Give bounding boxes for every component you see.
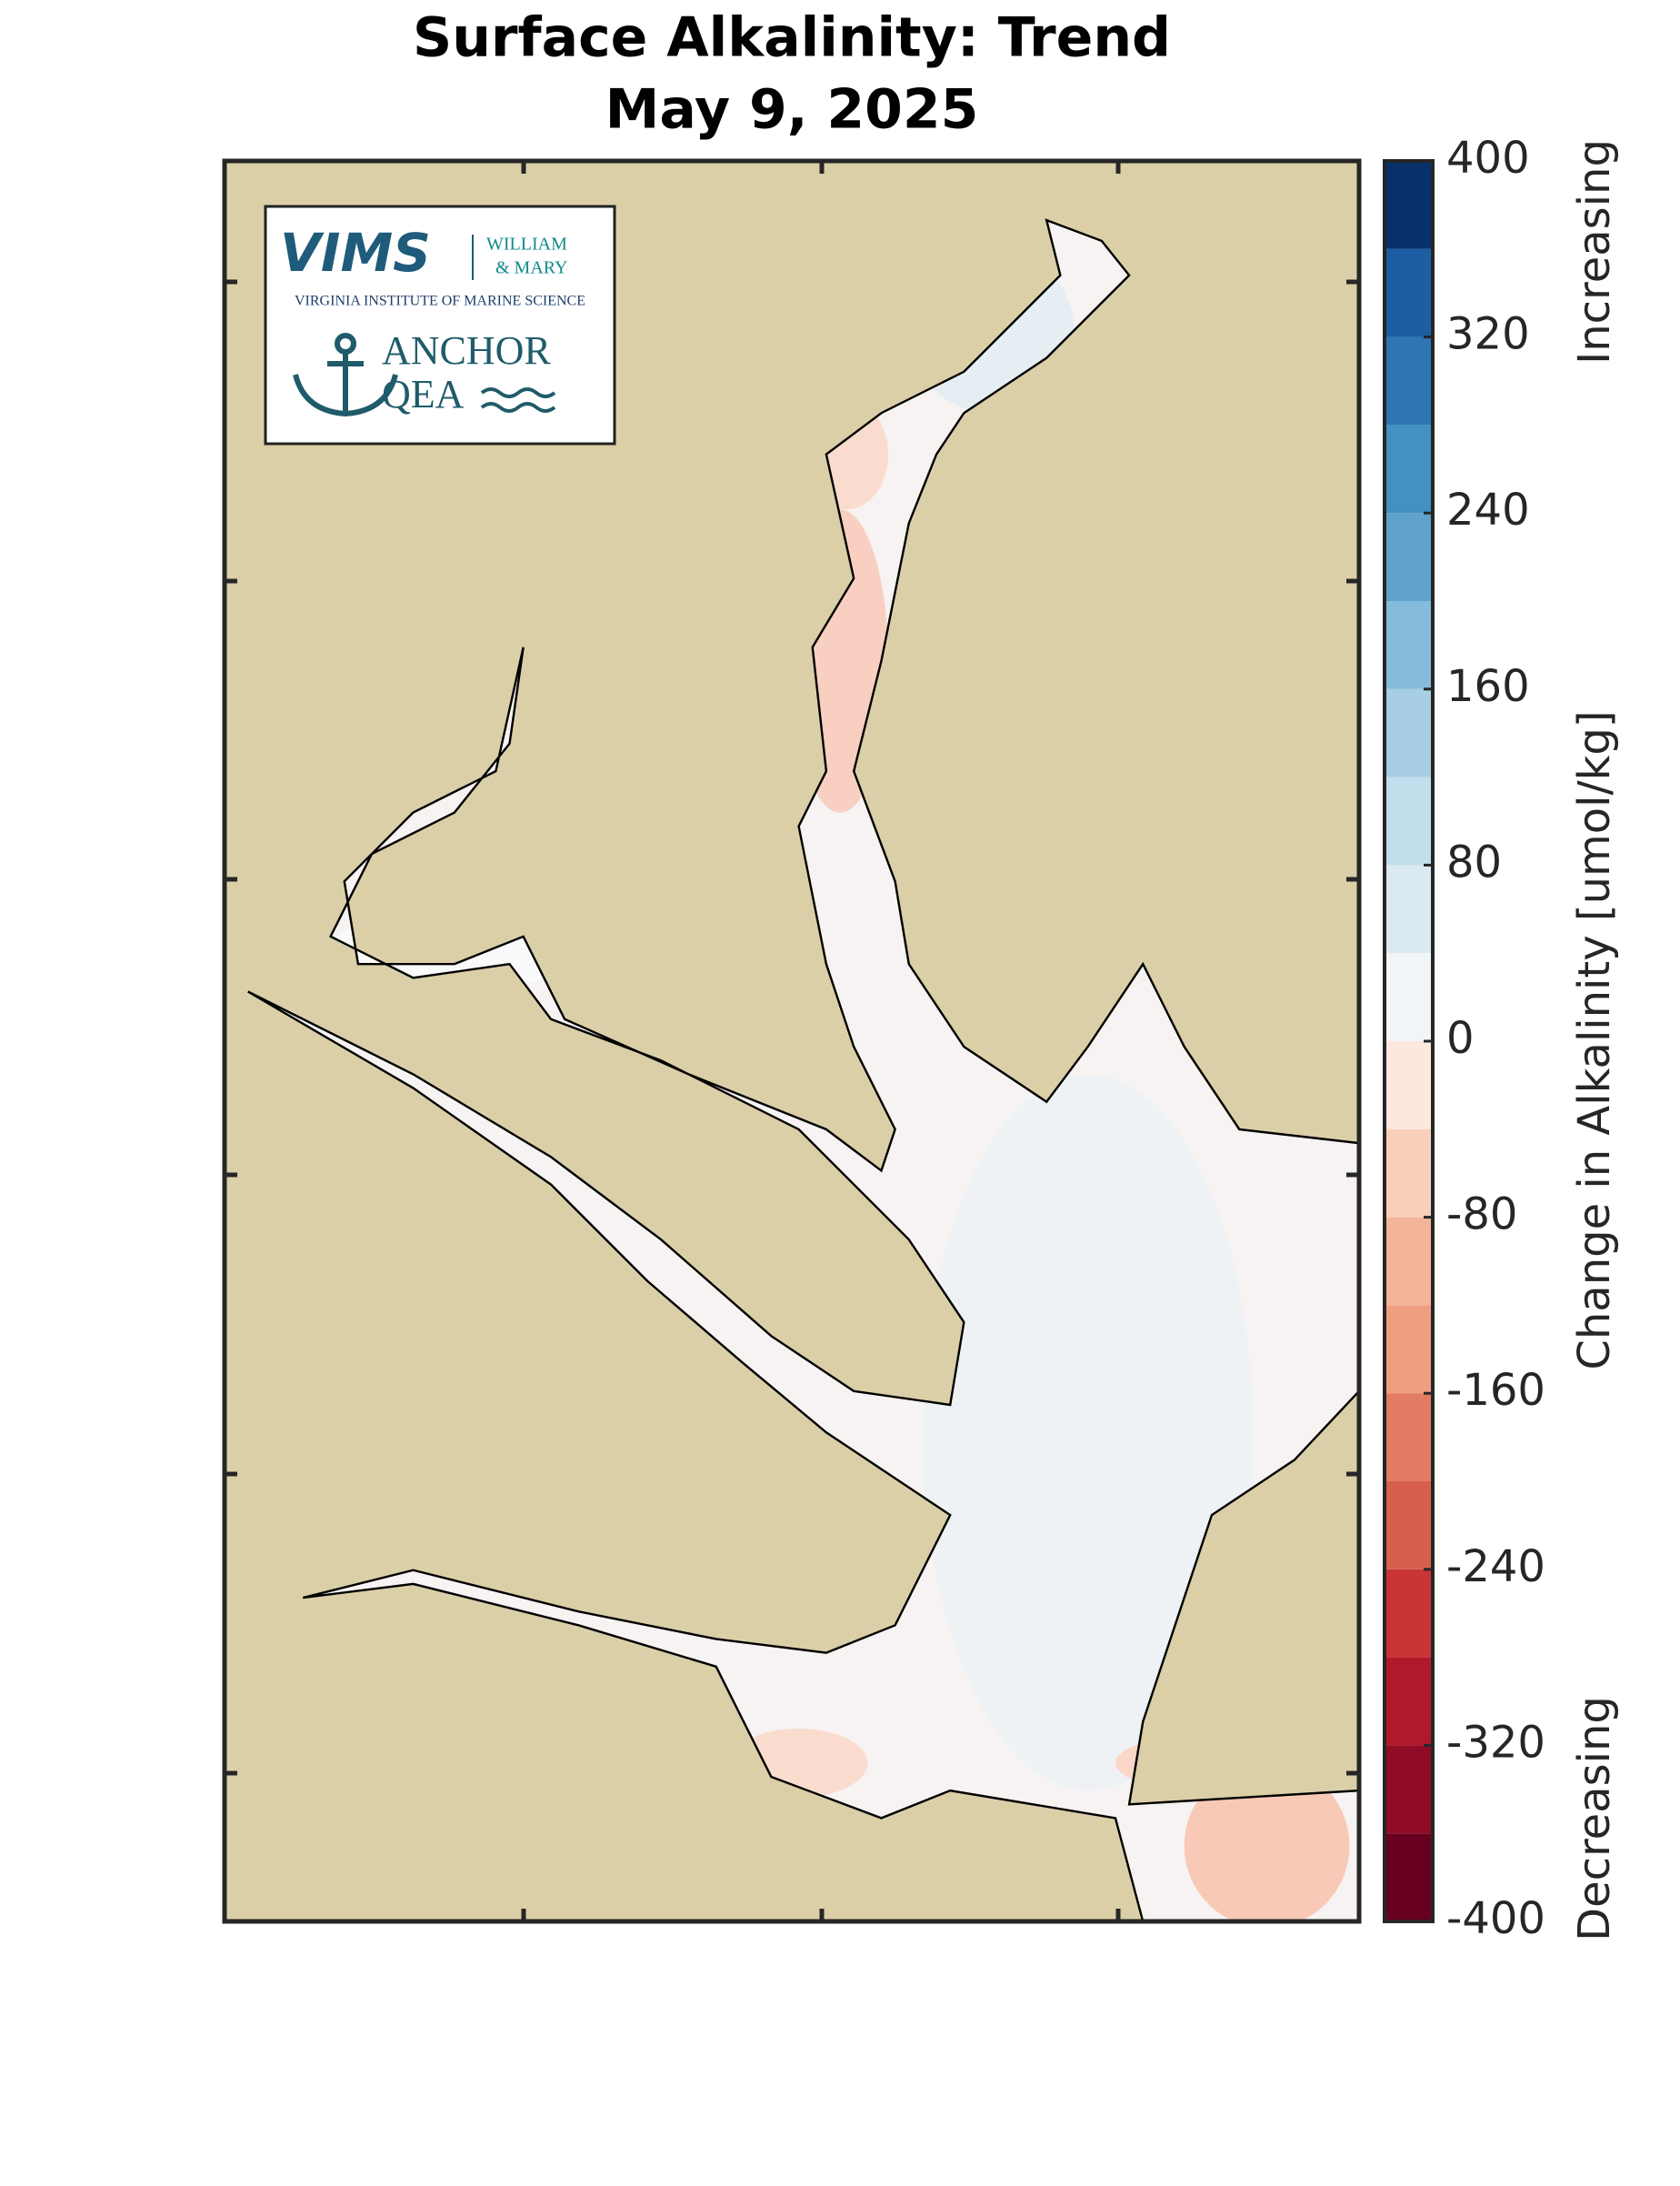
- colorbar: -400 -320 -240 -160 -80 0 80 160 240 320 400: [1385, 133, 1545, 1944]
- colorbar-tick-label: 80: [1446, 837, 1502, 887]
- colorbar-bin: [1385, 777, 1433, 866]
- colorbar-bin: [1385, 1569, 1433, 1658]
- colorbar-tick-label: -240: [1446, 1541, 1545, 1592]
- colorbar-bin: [1385, 161, 1433, 249]
- colorbar-bin: [1385, 1745, 1433, 1834]
- colorbar-tick-label: -400: [1446, 1893, 1545, 1944]
- colorbar-upper-label: Increasing: [1569, 139, 1620, 365]
- colorbar-tick-label: -320: [1446, 1717, 1545, 1768]
- logo-institute: VIRGINIA INSTITUTE OF MARINE SCIENCE: [295, 294, 585, 309]
- logo-anchor: ANCHOR: [382, 328, 551, 373]
- subtitle: May 9, 2025: [605, 78, 979, 142]
- map-frame: [222, 158, 1362, 1924]
- colorbar-bin: [1385, 1481, 1433, 1569]
- colorbar-bin: [1385, 1657, 1433, 1746]
- colorbar-bin: [1385, 1833, 1433, 1921]
- logo-anchor: QEA: [382, 372, 465, 416]
- colorbar-lower-label: Decreasing: [1569, 1696, 1620, 1941]
- colorbar-bin: [1385, 601, 1433, 689]
- logo-partner: & MARY: [495, 258, 567, 278]
- colorbar-bin: [1385, 1041, 1433, 1129]
- colorbar-tick-label: 0: [1446, 1013, 1475, 1064]
- colorbar-bin: [1385, 513, 1433, 601]
- title: Surface Alkalinity: Trend: [413, 6, 1171, 70]
- colorbar-tick-label: -80: [1446, 1189, 1517, 1240]
- colorbar-bin: [1385, 1305, 1433, 1394]
- colorbar-bin: [1385, 336, 1433, 426]
- colorbar-frame: [1383, 159, 1435, 1923]
- anchor-icon: [293, 333, 398, 417]
- colorbar-bin: [1385, 1217, 1433, 1306]
- colorbar-bin: [1385, 1128, 1433, 1218]
- logo-vims: VIMS: [280, 222, 431, 284]
- colorbar-tick-label: 240: [1446, 485, 1530, 536]
- colorbar-tick-label: 160: [1446, 661, 1530, 712]
- logo-partner: WILLIAM: [486, 235, 567, 255]
- colorbar-bin: [1385, 865, 1433, 954]
- colorbar-bin: [1385, 425, 1433, 514]
- logo: VIMS WILLIAM & MARY VIRGINIA INSTITUTE O…: [264, 205, 616, 446]
- map: [225, 161, 1360, 1922]
- colorbar-tick-label: -160: [1446, 1365, 1545, 1416]
- colorbar-bin: [1385, 688, 1433, 777]
- colorbar-label: Change in Alkalinity [umol/kg]: [1569, 710, 1620, 1369]
- colorbar-tick-label: 400: [1446, 133, 1530, 184]
- colorbar-tick-label: 320: [1446, 309, 1530, 360]
- colorbar-bin: [1385, 953, 1433, 1041]
- colorbar-bin: [1385, 248, 1433, 337]
- colorbar-bin: [1385, 1393, 1433, 1481]
